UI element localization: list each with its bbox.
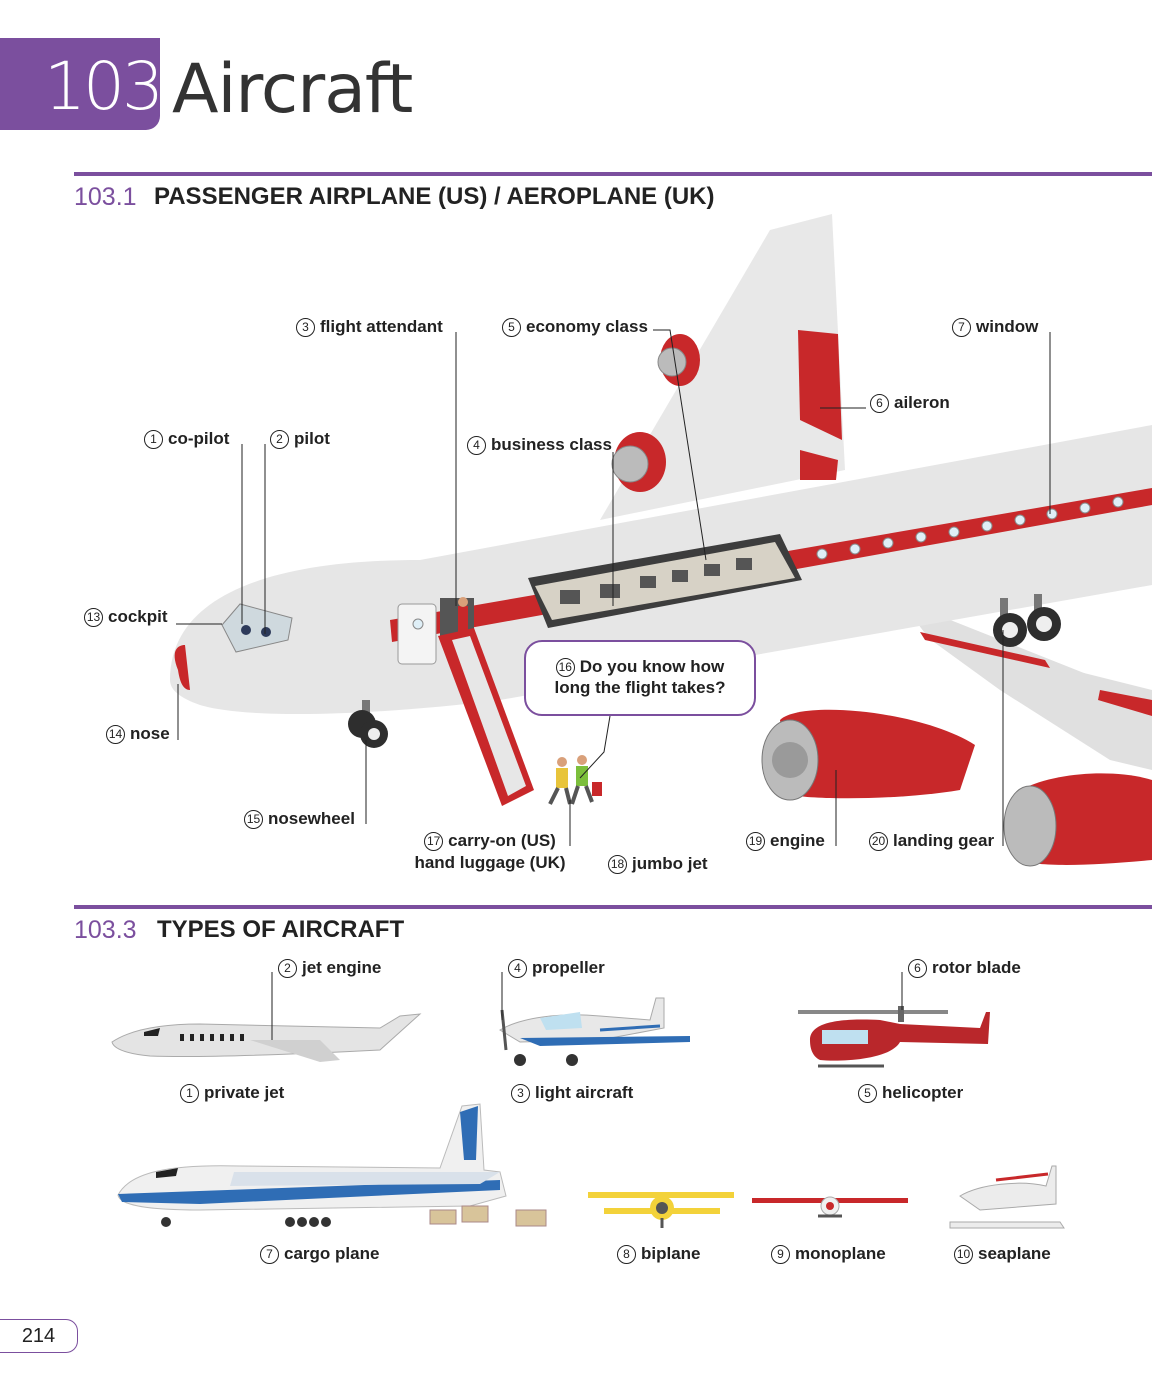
section-title: PASSENGER AIRPLANE (US) / AEROPLANE (UK) (154, 183, 715, 210)
chapter-number: 103 (44, 48, 164, 125)
cargo-plane-art (117, 1103, 547, 1227)
front-wing (920, 632, 1152, 770)
label-pilot: 2 pilot (270, 428, 330, 450)
label-engine: 19 engine (746, 830, 825, 852)
monoplane-art (752, 1196, 908, 1218)
label-landing-gear: 20 landing gear (869, 830, 994, 852)
tail-fin (600, 214, 845, 520)
light-aircraft-art (499, 997, 690, 1066)
section-divider (74, 172, 1152, 176)
label-aileron: 6 aileron (870, 392, 950, 414)
carry-on-bag (592, 782, 602, 796)
cockpit-shape (221, 603, 293, 653)
label-window: 7 window (952, 316, 1038, 338)
label-helicopter: 5 helicopter (858, 1082, 963, 1104)
label-propeller: 4 propeller (508, 957, 605, 979)
chapter-tab (0, 38, 160, 130)
label-seaplane: 10 seaplane (954, 1243, 1051, 1265)
section-number: 103.3 (74, 916, 137, 944)
label-cargo-plane: 7 cargo plane (260, 1243, 379, 1265)
label-private-jet: 1 private jet (180, 1082, 284, 1104)
label-cockpit: 13 cockpit (84, 606, 168, 628)
label-monoplane: 9 monoplane (771, 1243, 886, 1265)
speech-bubble: 16 Do you know how long the flight takes? (524, 640, 756, 716)
label-light-aircraft: 3 light aircraft (511, 1082, 633, 1104)
label-biplane: 8 biplane (617, 1243, 701, 1265)
label-nosewheel: 15 nosewheel (244, 808, 355, 830)
label-business-class: 4 business class (467, 434, 612, 456)
window-row (816, 496, 1124, 560)
nose-shape (174, 645, 190, 690)
seaplane-art (949, 1165, 1065, 1229)
label-flight-attendant: 3 flight attendant (296, 316, 443, 338)
biplane-art (588, 1192, 734, 1228)
engine-shape (780, 709, 975, 799)
chapter-title: Aircraft (172, 50, 413, 129)
section-number: 103.1 (74, 183, 137, 211)
label-jumbo-jet: 18 jumbo jet (608, 853, 708, 875)
label-rotor-blade: 6 rotor blade (908, 957, 1021, 979)
section-divider (74, 905, 1152, 909)
label-jet-engine: 2 jet engine (278, 957, 381, 979)
label-economy-class: 5 economy class (502, 316, 648, 338)
private-jet-art (111, 1013, 422, 1062)
page-number: 214 (0, 1319, 78, 1353)
aileron-shape (798, 330, 842, 440)
label-co-pilot: 1 co-pilot (144, 428, 229, 450)
section-title: TYPES OF AIRCRAFT (157, 916, 405, 943)
helicopter-art (798, 1006, 990, 1068)
label-nose: 14 nose (106, 723, 170, 745)
door (397, 603, 437, 665)
label-carry-on: 17 carry-on (US) hand luggage (UK) (414, 831, 566, 872)
